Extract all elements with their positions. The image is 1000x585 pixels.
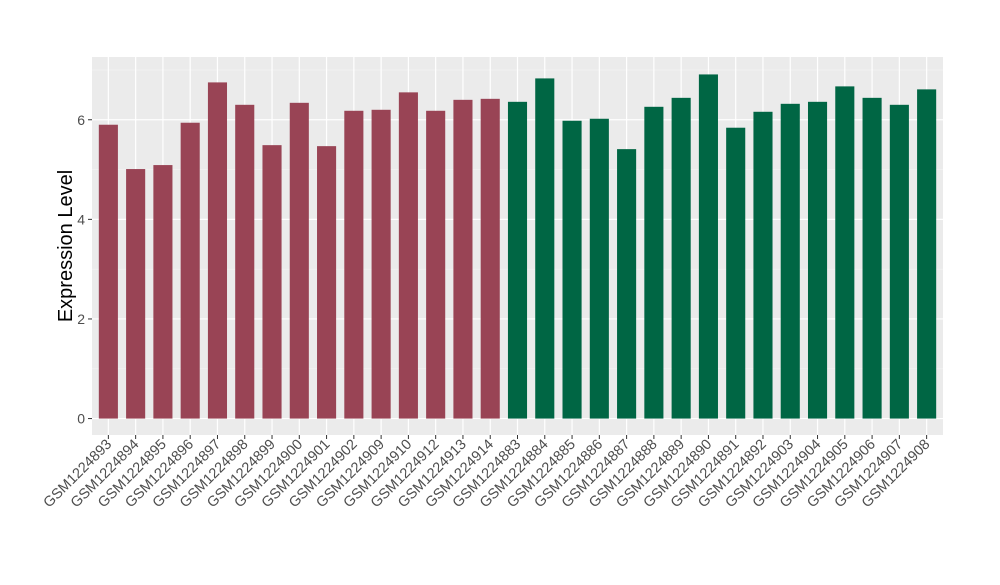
bar-GSM1224884 <box>535 78 555 419</box>
bar-GSM1224894 <box>126 169 146 419</box>
bar-GSM1224914 <box>480 98 500 419</box>
y-tick-label: 6 <box>77 112 85 128</box>
bar-GSM1224891 <box>726 127 746 419</box>
bar-GSM1224912 <box>426 110 446 419</box>
bar-GSM1224906 <box>862 97 882 419</box>
bar-GSM1224910 <box>398 92 418 419</box>
bar-GSM1224885 <box>562 120 582 419</box>
bar-GSM1224897 <box>207 82 228 419</box>
bar-GSM1224901 <box>317 146 337 419</box>
bar-GSM1224903 <box>780 103 800 419</box>
bar-GSM1224902 <box>344 110 364 419</box>
bar-GSM1224883 <box>507 101 528 419</box>
bar-GSM1224887 <box>617 149 637 419</box>
bar-GSM1224893 <box>98 124 118 419</box>
bar-GSM1224886 <box>589 118 609 419</box>
bar-GSM1224908 <box>917 89 937 419</box>
bar-GSM1224900 <box>289 102 309 419</box>
bar-GSM1224904 <box>807 101 828 419</box>
bar-GSM1224896 <box>180 122 200 419</box>
bar-GSM1224899 <box>262 145 282 419</box>
bar-GSM1224895 <box>153 165 173 419</box>
bar-GSM1224892 <box>753 111 773 419</box>
bar-GSM1224905 <box>835 86 855 419</box>
bar-GSM1224890 <box>698 74 718 419</box>
bar-GSM1224898 <box>235 104 255 419</box>
y-axis-label: Expression Level <box>55 170 77 322</box>
bar-GSM1224907 <box>889 104 909 419</box>
bar-GSM1224888 <box>644 106 664 419</box>
bar-GSM1224913 <box>453 99 473 419</box>
y-tick-label: 0 <box>77 411 85 427</box>
bar-GSM1224909 <box>371 109 391 419</box>
bar-GSM1224889 <box>671 97 691 419</box>
y-tick-label: 4 <box>77 211 85 227</box>
y-tick-label: 2 <box>77 311 85 327</box>
